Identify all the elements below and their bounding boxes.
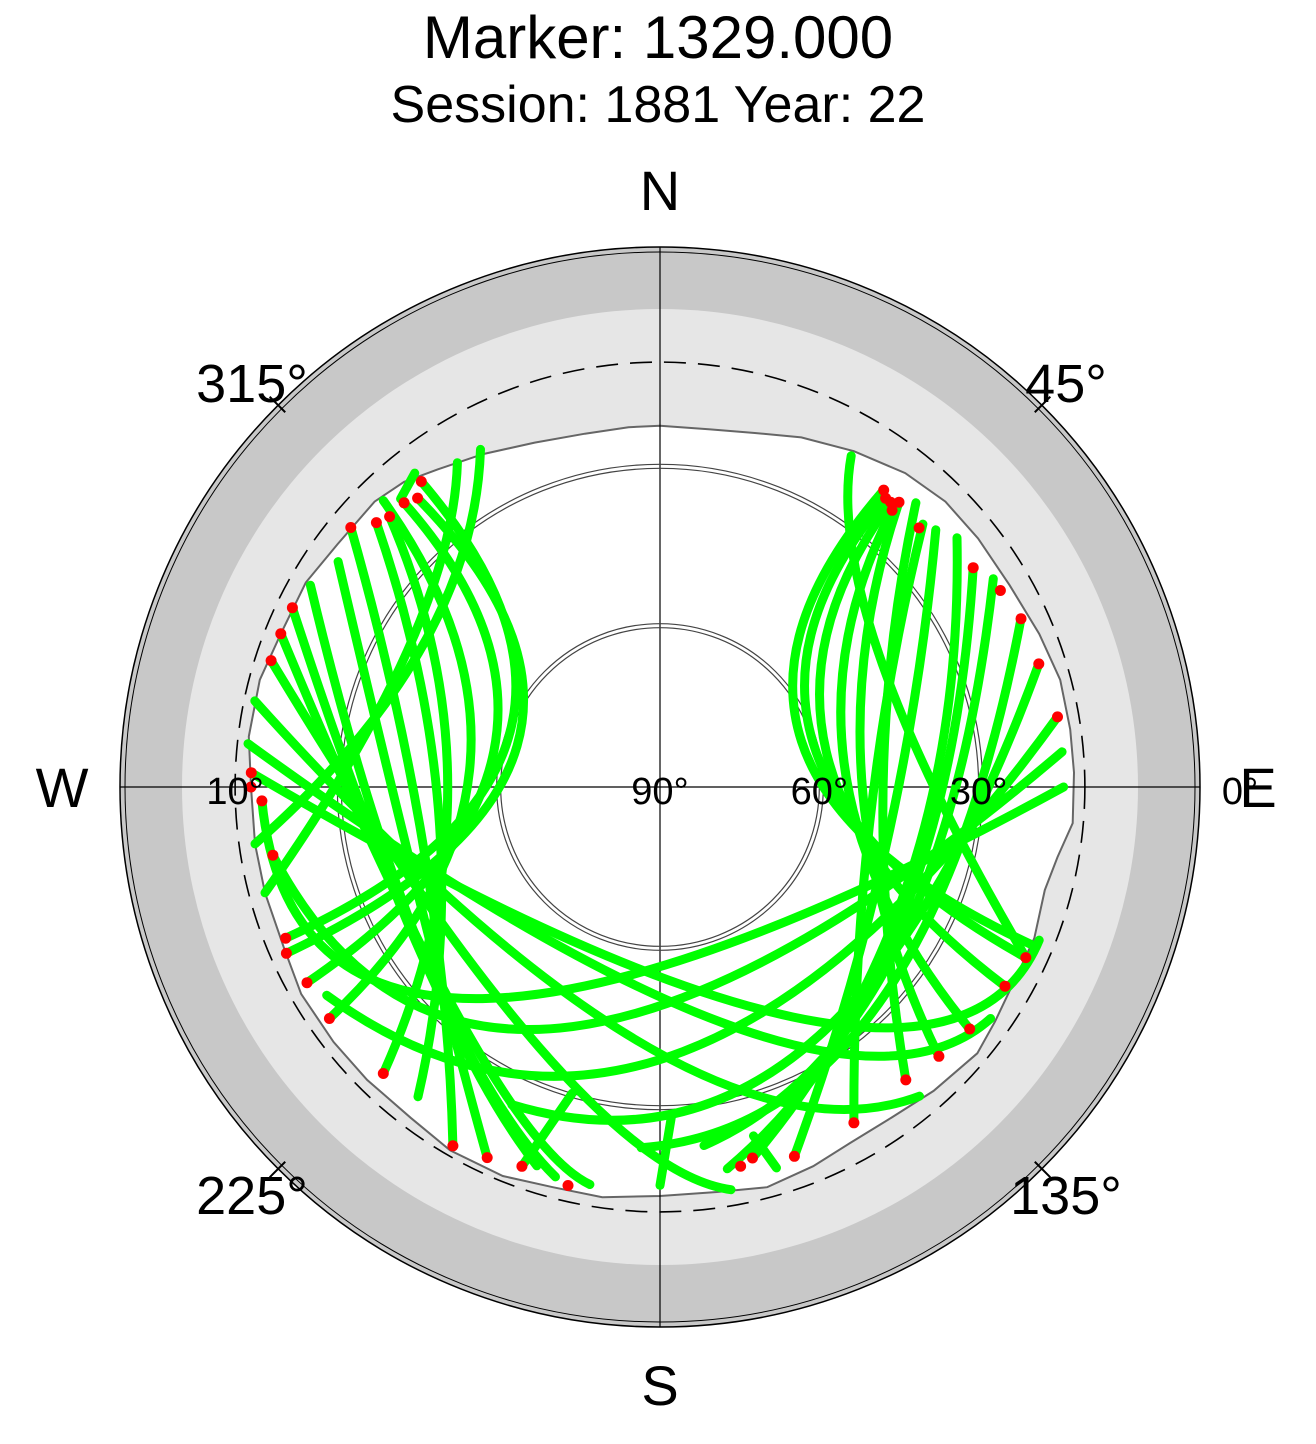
track-endpoint	[788, 1150, 800, 1162]
elevation-label-30: 30°	[950, 771, 1007, 813]
track-endpoint	[447, 1140, 459, 1152]
satellite-track	[250, 444, 485, 849]
satellite-track	[722, 563, 978, 1174]
azimuth-tick-315	[268, 395, 286, 413]
elevation-label-90: 90°	[631, 771, 688, 813]
track-endpoint	[964, 1023, 976, 1035]
chart-title: Marker: 1329.000	[422, 4, 894, 71]
azimuth-label-135: 135°	[1010, 1166, 1122, 1226]
track-endpoint	[265, 655, 277, 667]
track-endpoint	[994, 585, 1006, 596]
track-endpoint	[999, 980, 1011, 992]
track-endpoint	[377, 1068, 389, 1079]
satellite-track	[257, 782, 1069, 1004]
satellite-track-partial	[396, 468, 420, 504]
satellite-track	[268, 747, 1067, 1034]
satellite-track	[281, 493, 529, 958]
track-endpoint	[1015, 613, 1027, 625]
track-endpoint	[562, 1180, 574, 1191]
track-endpoint	[747, 1152, 758, 1164]
track-endpoint	[735, 1160, 747, 1172]
cardinal-west: W	[36, 756, 89, 819]
axis-labels: N S W E 45° 135° 225° 315° 90° 60° 30° 0° 10°	[36, 159, 1277, 1417]
cardinal-south: S	[641, 1354, 678, 1417]
satellite-track	[266, 656, 736, 1195]
track-endpoint	[516, 1160, 528, 1172]
satellite-track	[843, 451, 1031, 963]
satellite-track-partial	[517, 1088, 577, 1171]
track-endpoint	[245, 781, 257, 793]
azimuth-label-225: 225°	[196, 1166, 308, 1226]
track-endpoints	[245, 476, 1063, 1191]
satellite-track	[287, 603, 560, 1182]
track-endpoint	[933, 1050, 945, 1062]
track-endpoint	[267, 849, 279, 861]
track-endpoint	[967, 562, 979, 574]
track-endpoint	[1020, 952, 1032, 964]
satellite-track	[333, 557, 492, 1163]
track-endpoint	[275, 628, 287, 640]
track-endpoint	[848, 1117, 860, 1129]
satellite-track	[855, 497, 944, 1061]
elevation-label-0: 0°	[1222, 771, 1258, 813]
track-endpoint	[280, 932, 292, 944]
track-endpoint	[280, 947, 292, 959]
track-endpoint	[1033, 658, 1045, 670]
elevation-label-10: 10°	[206, 771, 263, 813]
track-endpoint	[301, 977, 313, 989]
track-endpoint	[370, 517, 382, 529]
satellite-track	[346, 523, 458, 1151]
satellite-track	[371, 518, 447, 1102]
satellite-track	[243, 739, 996, 1061]
cardinal-north: N	[640, 159, 680, 222]
track-endpoint	[345, 522, 357, 533]
cardinal-east: E	[1239, 756, 1276, 819]
satellite-track	[260, 458, 462, 898]
chart-subtitle: Session: 1881 Year: 22	[390, 76, 926, 134]
azimuth-tick-225	[268, 1161, 286, 1179]
track-endpoint	[286, 602, 298, 614]
satellite-track	[281, 477, 521, 943]
track-endpoint	[245, 767, 257, 779]
azimuth-tick-45	[1034, 395, 1052, 413]
track-endpoint	[893, 496, 905, 508]
azimuth-label-315: 315°	[196, 354, 308, 414]
satellite-track	[324, 496, 476, 1023]
satellite-track	[878, 498, 921, 1085]
azimuth-tick-135	[1034, 1161, 1052, 1179]
track-endpoint	[886, 504, 898, 516]
track-endpoint	[412, 492, 424, 504]
satellite-tracks	[243, 444, 1069, 1195]
elevation-label-60: 60°	[791, 771, 848, 813]
track-endpoint	[481, 1152, 493, 1164]
satellite-track-partial	[655, 1111, 676, 1190]
satellite-track	[636, 614, 1026, 1153]
track-endpoint	[1052, 711, 1063, 723]
track-endpoint	[256, 795, 268, 807]
track-endpoint	[323, 1013, 335, 1024]
track-endpoint	[384, 511, 396, 523]
azimuth-label-45: 45°	[1025, 354, 1107, 414]
satellite-track	[246, 768, 1044, 1033]
track-endpoint	[398, 497, 410, 509]
track-endpoint	[913, 522, 925, 534]
satellite-track-partial	[748, 1131, 781, 1173]
elevation-cutoff-ring	[234, 361, 1086, 1213]
track-endpoint	[900, 1074, 912, 1086]
track-endpoint	[415, 476, 427, 487]
satellite-track	[378, 512, 453, 1078]
